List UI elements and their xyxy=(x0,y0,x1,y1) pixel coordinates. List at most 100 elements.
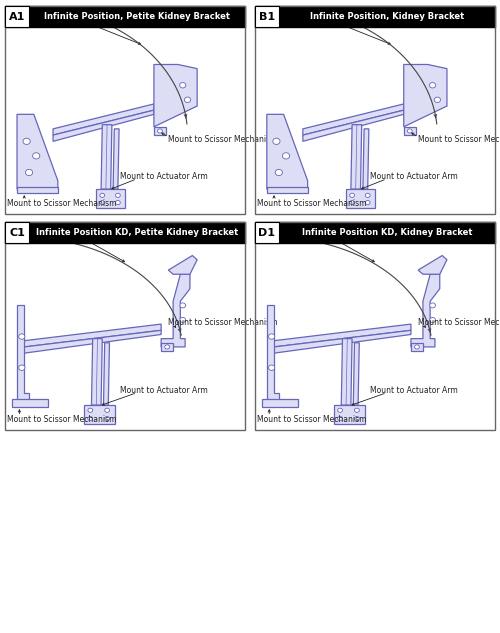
Polygon shape xyxy=(101,125,112,189)
Polygon shape xyxy=(161,274,190,347)
Circle shape xyxy=(354,408,360,412)
Circle shape xyxy=(268,334,274,339)
Polygon shape xyxy=(154,65,197,127)
Text: Mount to Scissor Mechanism: Mount to Scissor Mechanism xyxy=(257,415,366,424)
Text: Mount to Actuator Arm: Mount to Actuator Arm xyxy=(120,386,208,395)
Text: Mount to Actuator Arm: Mount to Actuator Arm xyxy=(370,386,458,395)
Polygon shape xyxy=(267,115,308,189)
FancyBboxPatch shape xyxy=(5,222,245,243)
Circle shape xyxy=(164,345,170,349)
Polygon shape xyxy=(274,324,411,347)
Text: Mount to Scissor Mechanism: Mount to Scissor Mechanism xyxy=(418,135,500,144)
Polygon shape xyxy=(363,129,369,189)
Polygon shape xyxy=(334,405,366,423)
Polygon shape xyxy=(104,343,110,405)
FancyBboxPatch shape xyxy=(255,6,495,27)
Text: C1: C1 xyxy=(9,228,25,238)
Circle shape xyxy=(104,417,110,421)
Text: A1: A1 xyxy=(9,12,25,22)
Circle shape xyxy=(275,170,282,175)
Text: Infinite Position, Petite Kidney Bracket: Infinite Position, Petite Kidney Bracket xyxy=(44,12,230,22)
FancyBboxPatch shape xyxy=(5,6,245,27)
Text: Mount to Seat Back: Mount to Seat Back xyxy=(40,15,115,23)
Polygon shape xyxy=(12,399,48,407)
Polygon shape xyxy=(351,125,362,189)
Circle shape xyxy=(350,193,354,197)
Text: Mount to Scissor Mechanism: Mount to Scissor Mechanism xyxy=(168,135,278,144)
Circle shape xyxy=(32,153,40,159)
Polygon shape xyxy=(262,399,298,407)
Text: Mount to Scissor Mechanism: Mount to Scissor Mechanism xyxy=(418,318,500,327)
Circle shape xyxy=(180,82,186,88)
Polygon shape xyxy=(354,343,360,405)
Polygon shape xyxy=(404,65,447,127)
Circle shape xyxy=(354,417,360,421)
Text: Mount to Scissor Mechanism: Mount to Scissor Mechanism xyxy=(8,199,117,208)
Polygon shape xyxy=(342,339,352,405)
Text: Mount to Scissor Mechanism: Mount to Scissor Mechanism xyxy=(168,318,278,327)
FancyBboxPatch shape xyxy=(5,6,29,27)
Circle shape xyxy=(184,97,190,103)
Polygon shape xyxy=(17,187,58,193)
Polygon shape xyxy=(267,187,308,193)
Text: Mount to KD Sleeve on Seat Back: Mount to KD Sleeve on Seat Back xyxy=(263,230,390,240)
Circle shape xyxy=(430,82,436,88)
Polygon shape xyxy=(17,115,58,189)
Polygon shape xyxy=(418,256,447,274)
Circle shape xyxy=(268,365,274,370)
Circle shape xyxy=(273,138,280,144)
Circle shape xyxy=(180,317,186,322)
Polygon shape xyxy=(24,330,161,353)
Text: Mount to Seat Back: Mount to Seat Back xyxy=(290,15,364,23)
Circle shape xyxy=(414,345,420,349)
Text: D1: D1 xyxy=(258,228,276,238)
Text: B1: B1 xyxy=(259,12,275,22)
Text: Mount to Scissor Mechanism: Mount to Scissor Mechanism xyxy=(8,415,117,424)
FancyBboxPatch shape xyxy=(255,222,495,243)
Polygon shape xyxy=(274,330,411,353)
Polygon shape xyxy=(113,129,119,189)
Circle shape xyxy=(100,201,104,204)
Circle shape xyxy=(26,170,32,175)
Text: Mount to KD Sleeve on Seat Back: Mount to KD Sleeve on Seat Back xyxy=(13,230,141,240)
Text: Infinite Position KD, Petite Kidney Bracket: Infinite Position KD, Petite Kidney Brac… xyxy=(36,229,238,237)
Circle shape xyxy=(104,408,110,412)
Circle shape xyxy=(23,138,30,144)
Polygon shape xyxy=(154,127,166,135)
Circle shape xyxy=(338,408,342,412)
Polygon shape xyxy=(92,339,102,405)
Circle shape xyxy=(18,365,25,370)
Polygon shape xyxy=(161,343,173,351)
Circle shape xyxy=(116,201,120,204)
Circle shape xyxy=(408,129,412,133)
Circle shape xyxy=(88,417,92,421)
Polygon shape xyxy=(168,256,197,274)
Polygon shape xyxy=(17,305,29,401)
Polygon shape xyxy=(411,343,423,351)
Polygon shape xyxy=(96,189,125,208)
Circle shape xyxy=(434,97,440,103)
Polygon shape xyxy=(53,104,154,135)
Circle shape xyxy=(366,201,370,204)
FancyBboxPatch shape xyxy=(5,222,29,243)
Circle shape xyxy=(180,303,186,308)
Polygon shape xyxy=(84,405,116,423)
Circle shape xyxy=(430,303,436,308)
Text: Mount to Actuator Arm: Mount to Actuator Arm xyxy=(370,172,458,181)
Polygon shape xyxy=(404,127,415,135)
Circle shape xyxy=(282,153,290,159)
Text: Infinite Position, Kidney Bracket: Infinite Position, Kidney Bracket xyxy=(310,12,464,22)
Circle shape xyxy=(338,417,342,421)
Circle shape xyxy=(366,193,370,197)
Polygon shape xyxy=(24,324,161,347)
Circle shape xyxy=(116,193,120,197)
Circle shape xyxy=(100,193,104,197)
Text: Mount to Actuator Arm: Mount to Actuator Arm xyxy=(120,172,208,181)
Text: Infinite Position KD, Kidney Bracket: Infinite Position KD, Kidney Bracket xyxy=(302,229,472,237)
Circle shape xyxy=(430,317,436,322)
Polygon shape xyxy=(411,274,440,347)
Polygon shape xyxy=(303,104,404,135)
Polygon shape xyxy=(53,110,154,141)
Text: Mount to Scissor Mechanism: Mount to Scissor Mechanism xyxy=(257,199,366,208)
Circle shape xyxy=(158,129,162,133)
